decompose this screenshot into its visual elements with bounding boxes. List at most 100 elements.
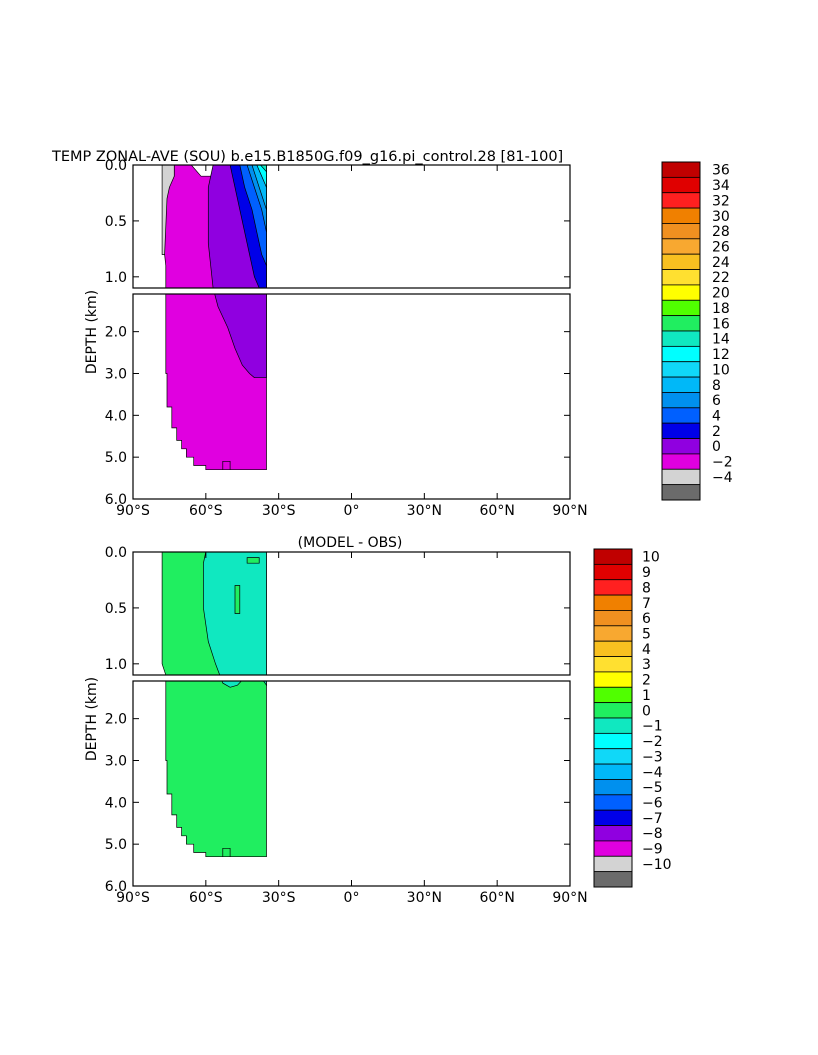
x-tick-label: 90°N xyxy=(552,890,587,906)
contour-region xyxy=(165,681,267,858)
colorbar-label: −2 xyxy=(642,734,663,750)
y-tick-label: 1.0 xyxy=(105,270,127,286)
colorbar-swatch xyxy=(593,732,633,750)
colorbar-swatch xyxy=(593,640,633,657)
chart-temperature: 0.0 0.5 1.0 2.0 3.0 4.0 5.0 6.090°S 60°S 30°S 0° 30… xyxy=(84,158,733,519)
figure-title: TEMP ZONAL-AVE (SOU) b.e15.B1850G.f09_g1… xyxy=(51,149,563,165)
colorbar-label: 10 xyxy=(712,362,730,378)
contour-region xyxy=(221,681,267,688)
colorbar-label: 7 xyxy=(642,596,651,612)
colorbar-swatch xyxy=(593,579,633,596)
x-tick-label: 0° xyxy=(344,503,360,519)
colorbar-swatch xyxy=(661,207,701,224)
colorbar-swatch xyxy=(593,840,633,857)
colorbar-label: 8 xyxy=(712,378,721,394)
colorbar-swatch xyxy=(661,468,701,486)
colorbar-swatch xyxy=(661,407,701,424)
y-axis-label: DEPTH (km) xyxy=(84,290,100,374)
chart-difference: 0.00.51.02.03.04.05.06.090°S 60°S 30°S 0° 30… xyxy=(84,535,672,906)
y-tick-label: 4.0 xyxy=(105,795,127,811)
colorbar-swatch xyxy=(593,625,633,642)
shaded-regions-lower xyxy=(165,681,267,858)
colorbar-label: 14 xyxy=(712,332,730,348)
colorbar-swatch xyxy=(593,656,633,673)
contour-region xyxy=(260,165,267,173)
y-tick-label: 4.0 xyxy=(105,408,127,424)
shaded-regions-lower xyxy=(165,294,267,471)
colorbar-label: −2 xyxy=(712,455,733,471)
contour-region xyxy=(222,460,231,471)
y-tick-label: 2.0 xyxy=(105,712,127,728)
colorbar-frame xyxy=(661,161,701,501)
colorbar-label: −3 xyxy=(642,749,663,765)
contour-region xyxy=(234,585,241,614)
colorbar-swatch xyxy=(661,345,701,363)
colorbar-swatch xyxy=(593,594,633,611)
colorbar-swatch xyxy=(593,548,633,565)
colorbar-label: 1 xyxy=(642,688,651,704)
y-tick-label: 2.0 xyxy=(105,325,127,341)
x-tick-label: 30°N xyxy=(407,503,442,519)
colorbar-swatch xyxy=(593,763,633,780)
colorbar-swatch xyxy=(661,176,701,194)
colorbar-label: 4 xyxy=(642,642,651,658)
colorbar-label: 8 xyxy=(642,580,651,596)
x-tick-label: 30°S xyxy=(262,503,296,519)
colorbar-swatch xyxy=(661,392,701,409)
colorbar-label: −9 xyxy=(642,842,663,858)
x-tick-label: 30°N xyxy=(407,890,442,906)
colorbar-swatch xyxy=(593,563,633,581)
colorbar-swatch xyxy=(593,855,633,873)
x-tick-label: 60°S xyxy=(189,890,223,906)
colorbar-label: 0 xyxy=(712,439,721,455)
x-tick-label: 90°S xyxy=(116,503,150,519)
colorbar-swatch xyxy=(661,253,701,270)
x-tick-label: 90°N xyxy=(552,503,587,519)
colorbar-swatch xyxy=(593,871,633,888)
colorbar-label: 6 xyxy=(642,611,651,627)
x-tick-label: 60°N xyxy=(480,503,515,519)
colorbar-label: 12 xyxy=(712,347,730,363)
colorbar-swatch xyxy=(661,269,701,286)
colorbar-swatch xyxy=(661,238,701,255)
colorbar-label: 26 xyxy=(712,240,730,256)
shaded-regions-upper xyxy=(161,165,267,288)
colorbar-swatch xyxy=(661,422,701,439)
y-tick-label: 0.0 xyxy=(105,158,127,174)
colorbar-swatch xyxy=(593,717,633,734)
colorbar-label: −4 xyxy=(712,470,733,486)
contour-region xyxy=(246,557,260,564)
colorbar-label: 2 xyxy=(642,673,651,689)
colorbar-label: −6 xyxy=(642,796,663,812)
colorbar-label: 18 xyxy=(712,301,730,317)
colorbar-label: 16 xyxy=(712,316,730,332)
colorbar-label: −4 xyxy=(642,765,663,781)
y-tick-label: 3.0 xyxy=(105,753,127,769)
colorbar-label: −10 xyxy=(642,857,672,873)
y-tick-label: 6.0 xyxy=(105,879,127,895)
colorbar-swatch xyxy=(593,825,633,842)
colorbar-label: 30 xyxy=(712,209,730,225)
colorbar-swatch xyxy=(593,809,633,826)
colorbar-label: −7 xyxy=(642,811,663,827)
y-tick-label: 5.0 xyxy=(105,450,127,466)
colorbar-swatch xyxy=(593,748,633,765)
colorbar-label: 5 xyxy=(642,627,651,643)
y-tick-label: 6.0 xyxy=(105,492,127,508)
colorbar-swatch xyxy=(661,315,701,332)
colorbar-label: −8 xyxy=(642,826,663,842)
colorbar-label: 22 xyxy=(712,270,730,286)
colorbar-swatch xyxy=(593,610,633,627)
y-tick-label: 0.0 xyxy=(105,545,127,561)
colorbar-swatch xyxy=(661,484,701,501)
shaded-regions-upper xyxy=(161,552,267,675)
contour-region xyxy=(222,847,231,858)
y-tick-label: 5.0 xyxy=(105,837,127,853)
contour-region xyxy=(162,552,267,675)
colorbar-label: 32 xyxy=(712,193,730,209)
contour-region xyxy=(214,294,267,379)
x-tick-label: 0° xyxy=(344,890,360,906)
colorbar-swatch xyxy=(661,299,701,317)
